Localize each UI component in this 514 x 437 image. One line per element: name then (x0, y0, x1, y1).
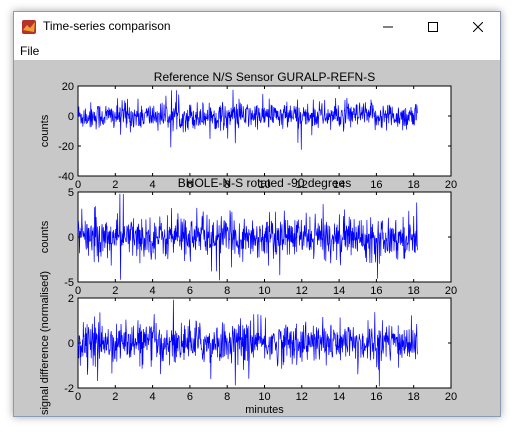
x-tick-label: 8 (224, 391, 230, 403)
x-tick-label: 18 (408, 179, 420, 191)
x-tick-label: 12 (296, 285, 308, 297)
x-tick-label: 0 (75, 391, 81, 403)
x-tick-label: 0 (75, 179, 81, 191)
x-axis-label: minutes (245, 404, 284, 416)
y-tick-label: 2 (68, 293, 74, 305)
y-tick-label: 0 (68, 111, 74, 123)
x-tick-label: 8 (224, 179, 230, 191)
x-tick-label: 6 (187, 285, 193, 297)
x-tick-label: 10 (258, 179, 270, 191)
y-axis-label: counts (39, 114, 51, 147)
series-line (77, 193, 418, 281)
y-axis-label: counts (39, 220, 51, 253)
y-tick-label: 20 (62, 81, 74, 93)
x-tick-label: 6 (187, 391, 193, 403)
x-tick-label: 16 (370, 391, 382, 403)
x-tick-label: 20 (445, 285, 457, 297)
x-tick-label: 4 (150, 285, 156, 297)
maximize-button[interactable] (410, 12, 455, 42)
x-tick-label: 4 (150, 179, 156, 191)
y-tick-label: -2 (64, 383, 74, 395)
x-tick-label: 2 (112, 391, 118, 403)
axes-panel-1: 0 2 4 6 8 10 12 14 16 18 20 -40 -20 0 20 Reference N/S … (39, 70, 457, 191)
y-tick-label: -40 (58, 171, 74, 183)
x-tick-label: 4 (150, 391, 156, 403)
minimize-icon (382, 26, 393, 28)
y-tick-label: -5 (64, 277, 74, 289)
window-title: Time-series comparison (43, 19, 171, 33)
y-tick-label: 5 (68, 187, 74, 199)
close-button[interactable] (455, 12, 500, 42)
axes-title: BHOLE-N-S rotated -90 degrees (178, 176, 351, 190)
matlab-figure-window: Time-series comparison File 0 2 4 6 8 10 12 14 1… (13, 11, 501, 417)
y-tick-label: 0 (68, 338, 74, 350)
x-tick-label: 18 (408, 391, 420, 403)
axes-frame (77, 85, 452, 177)
x-tick-label: 14 (333, 391, 345, 403)
maximize-icon (427, 22, 438, 32)
matlab-app-icon (22, 20, 36, 34)
x-tick-label: 6 (187, 179, 193, 191)
x-tick-label: 10 (258, 391, 270, 403)
x-tick-label: 2 (112, 285, 118, 297)
minimize-button[interactable] (365, 12, 410, 42)
y-tick-label: -20 (58, 141, 74, 153)
x-tick-label: 0 (75, 285, 81, 297)
axes-title: Reference N/S Sensor GURALP-REFN-S (154, 70, 375, 84)
menu-bar: File (14, 42, 500, 60)
x-tick-label: 10 (258, 285, 270, 297)
x-tick-label: 20 (445, 179, 457, 191)
x-tick-label: 2 (112, 179, 118, 191)
figure-canvas: 0 2 4 6 8 10 12 14 16 18 20 -40 -20 0 20 Reference N/S … (14, 60, 500, 416)
x-tick-label: 20 (445, 391, 457, 403)
series-line (77, 299, 418, 387)
x-tick-label: 16 (370, 179, 382, 191)
title-bar[interactable]: Time-series comparison (14, 12, 500, 42)
close-icon (472, 22, 483, 32)
y-axis-label: signal difference (normalised) (39, 271, 51, 415)
x-tick-label: 12 (296, 391, 308, 403)
x-tick-label: 12 (296, 179, 308, 191)
series-line (77, 89, 418, 150)
x-tick-label: 16 (370, 285, 382, 297)
x-tick-label: 18 (408, 285, 420, 297)
menu-file[interactable]: File (20, 44, 40, 58)
x-tick-label: 14 (333, 179, 345, 191)
x-tick-label: 8 (224, 285, 230, 297)
x-tick-label: 14 (333, 285, 345, 297)
y-tick-label: 0 (68, 232, 74, 244)
